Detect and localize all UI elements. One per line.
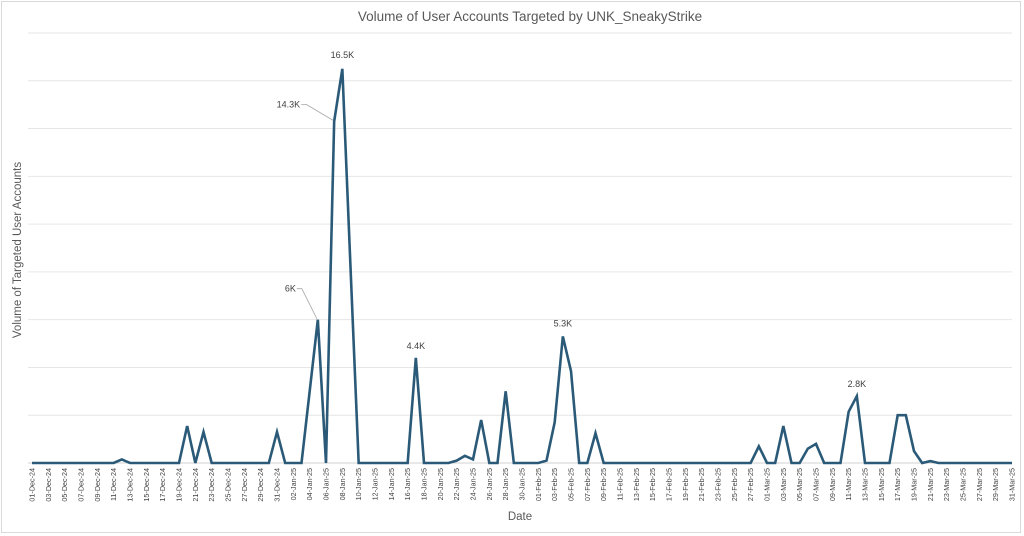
data-label: 6K [285, 284, 296, 294]
x-tick-label: 21-Dec-24 [191, 468, 200, 502]
x-tick-label: 13-Mar-25 [861, 468, 870, 501]
x-tick-label: 02-Jan-25 [289, 468, 298, 500]
x-tick-label: 09-Feb-25 [599, 468, 608, 501]
data-label: 16.5K [331, 50, 355, 60]
x-tick-label: 24-Jan-25 [469, 468, 478, 500]
x-tick-label: 09-Dec-24 [93, 468, 102, 502]
x-tick-label: 13-Dec-24 [126, 468, 135, 502]
x-tick-label: 31-Dec-24 [273, 468, 282, 502]
x-tick-label: 25-Mar-25 [959, 468, 968, 501]
x-tick-label: 27-Feb-25 [746, 468, 755, 501]
x-tick-label: 18-Jan-25 [420, 468, 429, 500]
data-label: 4.4K [407, 341, 426, 351]
x-tick-label: 05-Dec-24 [60, 468, 69, 502]
x-tick-label: 05-Mar-25 [795, 468, 804, 501]
x-tick-label: 15-Feb-25 [648, 468, 657, 501]
x-tick-label: 03-Mar-25 [779, 468, 788, 501]
data-label: 14.3K [277, 99, 301, 109]
x-tick-label: 25-Dec-24 [224, 468, 233, 502]
x-tick-label: 28-Jan-25 [501, 468, 510, 500]
x-tick-label: 31-Mar-25 [1008, 468, 1017, 501]
x-tick-label: 04-Jan-25 [305, 468, 314, 500]
x-tick-label: 26-Jan-25 [485, 468, 494, 500]
x-tick-label: 17-Dec-24 [158, 468, 167, 502]
x-tick-label: 11-Dec-24 [109, 468, 118, 501]
x-tick-label: 07-Feb-25 [583, 468, 592, 501]
x-tick-label: 21-Feb-25 [697, 468, 706, 501]
x-tick-label: 21-Mar-25 [926, 468, 935, 501]
data-label: 5.3K [554, 318, 573, 328]
x-tick-label: 13-Feb-25 [632, 468, 641, 501]
x-tick-label: 23-Mar-25 [942, 468, 951, 501]
x-tick-label: 17-Feb-25 [665, 468, 674, 501]
x-tick-label: 19-Feb-25 [681, 468, 690, 501]
x-tick-label: 03-Dec-24 [44, 468, 53, 502]
x-tick-label: 11-Mar-25 [844, 468, 853, 501]
x-tick-label: 27-Dec-24 [240, 468, 249, 502]
x-tick-label: 01-Feb-25 [534, 468, 543, 501]
x-tick-label: 16-Jan-25 [403, 468, 412, 500]
x-tick-label: 11-Feb-25 [616, 468, 625, 501]
x-tick-label: 12-Jan-25 [371, 468, 380, 500]
chart-title: Volume of User Accounts Targeted by UNK_… [357, 9, 703, 24]
x-tick-label: 15-Mar-25 [877, 468, 886, 501]
x-tick-label: 27-Mar-25 [975, 468, 984, 501]
x-tick-label: 10-Jan-25 [354, 468, 363, 500]
x-tick-label: 14-Jan-25 [387, 468, 396, 500]
x-tick-label: 25-Feb-25 [730, 468, 739, 501]
x-tick-label: 15-Dec-24 [142, 468, 151, 502]
x-tick-label: 20-Jan-25 [436, 468, 445, 500]
x-tick-label: 03-Feb-25 [550, 468, 559, 501]
x-tick-label: 09-Mar-25 [828, 468, 837, 501]
x-tick-label: 06-Jan-25 [322, 468, 331, 500]
x-tick-label: 07-Mar-25 [812, 468, 821, 501]
x-tick-label: 30-Jan-25 [518, 468, 527, 500]
x-tick-label: 08-Jan-25 [338, 468, 347, 500]
x-tick-label: 29-Mar-25 [991, 468, 1000, 501]
data-label-leader-line [296, 288, 318, 319]
x-tick-label: 19-Mar-25 [910, 468, 919, 501]
x-tick-label: 05-Feb-25 [567, 468, 576, 501]
x-tick-label: 07-Dec-24 [77, 468, 86, 502]
x-tick-label: 29-Dec-24 [256, 468, 265, 502]
x-tick-label: 01-Mar-25 [763, 468, 772, 501]
x-tick-label: 23-Dec-24 [207, 468, 216, 502]
data-label: 2.8K [848, 379, 867, 389]
x-tick-label: 22-Jan-25 [452, 468, 461, 500]
x-tick-label: 19-Dec-24 [175, 468, 184, 502]
data-series-line [32, 68, 1012, 465]
x-tick-label: 23-Feb-25 [714, 468, 723, 501]
x-tick-label: 17-Mar-25 [893, 468, 902, 501]
x-axis-label: Date [507, 511, 533, 523]
x-tick-label: 01-Dec-24 [28, 468, 37, 502]
data-label-leader-line [301, 103, 334, 121]
